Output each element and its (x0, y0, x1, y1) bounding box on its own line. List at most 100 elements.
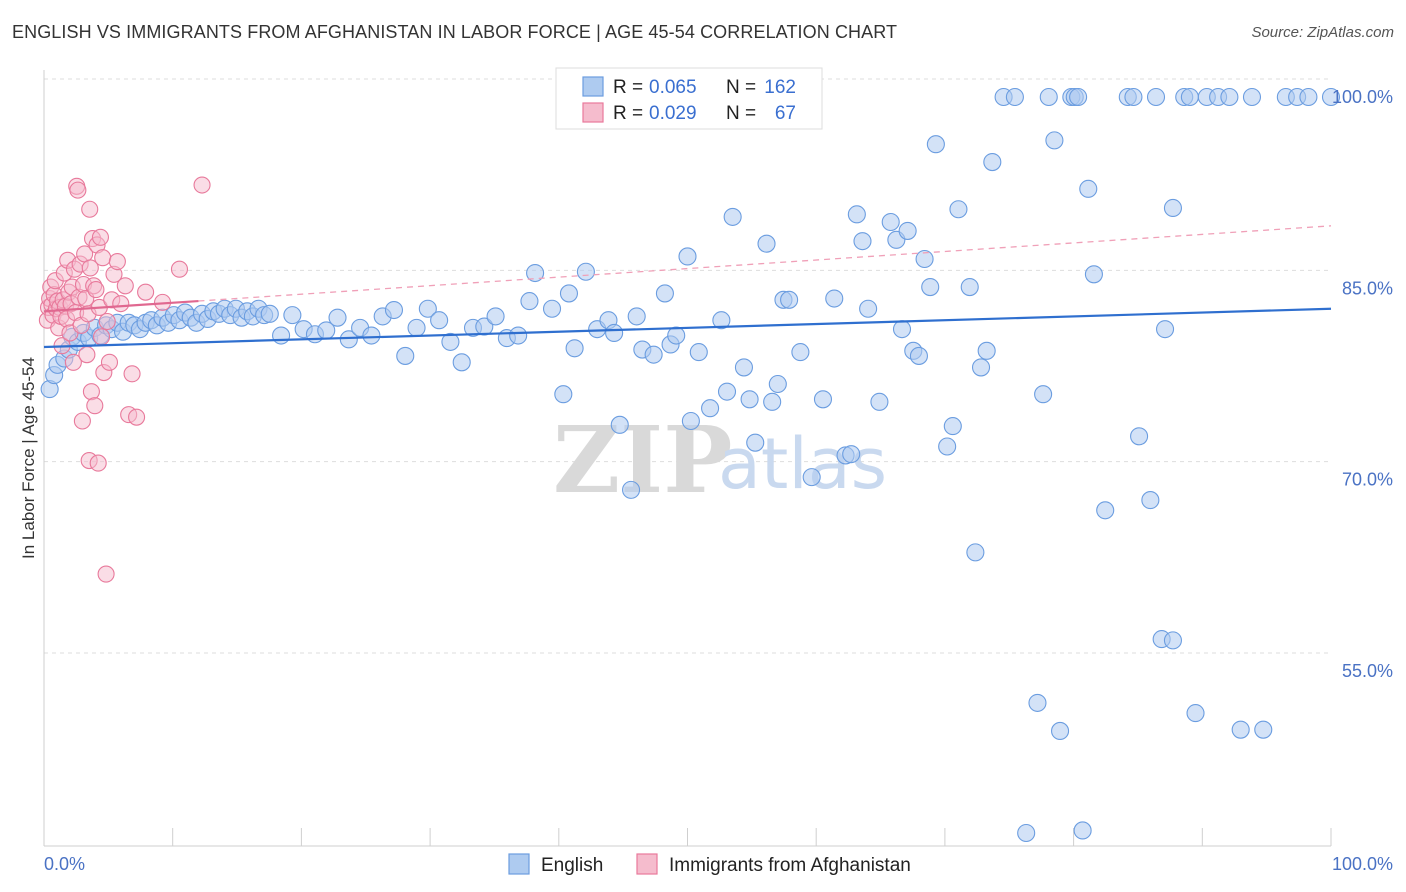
point-english (1005, 87, 1024, 107)
point-english (681, 411, 700, 431)
point-english (1069, 87, 1088, 107)
watermark-zip: ZIP (553, 406, 732, 514)
point-english (1220, 87, 1239, 107)
bottom-legend: English Immigrants from Afghanistan (508, 853, 911, 876)
x-tick-label-left: 0.0% (44, 854, 85, 874)
point-english (1079, 179, 1098, 198)
point-english (441, 332, 460, 351)
point-english (689, 343, 708, 362)
point-english (1034, 385, 1053, 404)
legend-swatch-afghanistan (636, 853, 658, 875)
point-english (1186, 704, 1205, 723)
point-english (977, 341, 996, 360)
stats-r-label-afghanistan: R = (613, 103, 643, 124)
x-ticks (172, 828, 1332, 846)
point-afghanistan (128, 408, 146, 426)
point-english (791, 343, 810, 362)
point-english (746, 433, 765, 452)
point-english (260, 304, 279, 323)
point-afghanistan (82, 383, 100, 401)
point-english (1045, 131, 1064, 150)
point-afghanistan (94, 249, 112, 267)
point-english (1146, 87, 1166, 107)
point-english (740, 390, 759, 409)
point-afghanistan (108, 252, 126, 271)
legend-label-afghanistan: Immigrants from Afghanistan (669, 855, 911, 876)
chart-title: ENGLISH VS IMMIGRANTS FROM AFGHANISTAN I… (12, 22, 898, 42)
point-english (757, 234, 776, 253)
point-afghanistan (81, 259, 99, 277)
point-english (1017, 823, 1036, 843)
point-english (915, 249, 934, 269)
point-english (723, 207, 742, 226)
stats-n-label-english: N = (726, 77, 756, 98)
watermark-atlas: atlas (718, 423, 887, 505)
stats-legend: R = 0.065 N = 162 R = 0.029 N = 67 (555, 67, 823, 130)
point-english (1073, 821, 1092, 840)
point-afghanistan (137, 283, 155, 301)
point-english (881, 212, 900, 232)
point-english (926, 135, 945, 154)
point-english (396, 346, 415, 365)
point-english (898, 221, 917, 240)
y-axis-label: In Labor Force | Age 45-54 (19, 357, 38, 559)
point-english (734, 358, 753, 377)
point-english (627, 307, 646, 326)
point-english (768, 374, 787, 394)
point-english (1231, 720, 1250, 739)
stats-n-english: 162 (764, 77, 796, 98)
point-english (605, 323, 624, 343)
legend-label-english: English (541, 855, 603, 876)
point-afghanistan (112, 295, 130, 313)
point-english (1028, 693, 1047, 712)
point-english (418, 299, 437, 318)
point-afghanistan (170, 260, 189, 278)
point-english (921, 278, 940, 297)
stats-r-label-english: R = (613, 77, 643, 98)
stats-swatch-english (582, 76, 604, 97)
point-afghanistan (123, 365, 141, 383)
point-afghanistan (116, 277, 134, 295)
point-afghanistan (98, 312, 116, 331)
point-english (644, 345, 663, 364)
point-english (1254, 720, 1273, 739)
y-tick-labels: 100.0% 85.0% 70.0% 55.0% (1332, 87, 1393, 681)
point-english (667, 326, 686, 345)
point-english (1155, 320, 1175, 339)
point-english (520, 292, 539, 311)
point-english (509, 326, 528, 345)
point-english (559, 284, 579, 303)
point-afghanistan (86, 397, 104, 415)
point-english (825, 289, 844, 308)
point-english (452, 353, 471, 372)
point-english (1084, 265, 1103, 284)
trend-line-english (43, 307, 1332, 349)
point-english (847, 205, 866, 224)
point-english (1130, 427, 1149, 446)
y-tick-label: 70.0% (1342, 470, 1393, 490)
point-english (554, 385, 573, 404)
source-label: Source: ZipAtlas.com (1251, 24, 1394, 41)
point-english (717, 382, 737, 401)
point-english (1242, 87, 1262, 107)
point-afghanistan (91, 228, 109, 246)
point-english (813, 390, 833, 409)
point-afghanistan (100, 353, 119, 371)
point-english (1299, 87, 1318, 107)
point-english (486, 307, 505, 326)
point-afghanistan (97, 565, 115, 583)
series-english (40, 87, 1341, 843)
point-english (842, 445, 861, 464)
point-english (1124, 87, 1143, 107)
point-afghanistan (89, 454, 107, 472)
point-english (622, 480, 641, 499)
point-english (712, 311, 731, 330)
point-english (328, 308, 347, 327)
legend-swatch-english (508, 853, 530, 875)
point-afghanistan (73, 412, 91, 430)
point-english (283, 306, 302, 325)
point-english (1096, 501, 1115, 520)
point-english (1039, 87, 1058, 107)
point-english (780, 290, 799, 309)
point-english (526, 263, 545, 283)
